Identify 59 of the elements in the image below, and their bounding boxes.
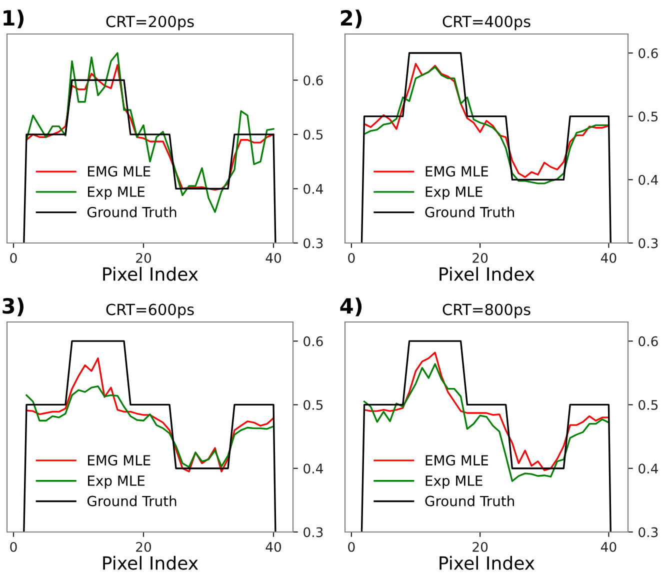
y-tick-label: 0.6 — [638, 336, 658, 346]
x-tick-label: 20 — [472, 252, 488, 263]
y-tick-label: 0.6 — [304, 75, 323, 86]
x-tick-label: 20 — [472, 542, 488, 552]
x-tick-label: 0 — [10, 252, 17, 263]
y-tick-label: 0.3 — [638, 527, 658, 538]
y-tick-label: 0.5 — [638, 112, 658, 122]
y-tick-label: 0.5 — [304, 130, 323, 140]
line-series — [23, 340, 276, 532]
legend-label: Ground Truth — [425, 206, 514, 218]
y-tick-label: 0.5 — [638, 400, 658, 410]
legend-label: EMG MLE — [88, 166, 150, 177]
y-tick-label: 0.5 — [304, 400, 323, 410]
x-tick-label: 20 — [136, 542, 152, 552]
y-tick-label: 0.3 — [304, 238, 323, 248]
x-axis-title: Pixel Index — [103, 266, 198, 281]
text: 1) — [4, 10, 24, 28]
legend-label: EMG MLE — [426, 455, 488, 466]
text: 4) — [340, 298, 362, 316]
y-tick-label: 0.3 — [638, 238, 658, 248]
legend-label: Exp MLE — [88, 476, 144, 489]
y-tick-label: 0.6 — [638, 48, 658, 58]
line-series — [363, 352, 610, 472]
legend-label: Exp MLE — [88, 186, 144, 200]
legend-label: Exp MLE — [426, 186, 482, 200]
line-series — [26, 385, 274, 468]
chart-title: CRT=600ps — [106, 304, 194, 318]
line-series — [360, 52, 612, 243]
legend-label: EMG MLE — [426, 166, 488, 177]
x-tick-label: 40 — [600, 542, 616, 552]
line-series — [26, 357, 274, 472]
y-tick-label: 0.4 — [638, 174, 658, 185]
line-series — [23, 79, 276, 243]
legend-label: EMG MLE — [88, 455, 150, 466]
y-tick-label: 0.4 — [638, 464, 658, 474]
x-tick-label: 40 — [266, 542, 282, 552]
x-axis-title: Pixel Index — [440, 556, 534, 570]
y-tick-label: 0.4 — [304, 184, 323, 194]
legend-label: Ground Truth — [87, 496, 176, 506]
line-series — [360, 340, 612, 532]
legend-label: Ground Truth — [87, 206, 176, 218]
chart-title: CRT=200ps — [106, 16, 194, 30]
x-tick-label: 20 — [136, 252, 152, 263]
y-tick-label: 0.6 — [304, 336, 323, 346]
text: 3) — [2, 298, 24, 316]
x-tick-label: 40 — [266, 252, 282, 263]
y-tick-label: 0.4 — [304, 464, 323, 474]
legend-label: Ground Truth — [425, 496, 514, 506]
x-tick-label: 0 — [348, 252, 355, 263]
legend-label: Exp MLE — [426, 476, 482, 489]
text: 2) — [340, 10, 362, 28]
chart-title: CRT=800ps — [442, 304, 530, 318]
x-axis-title: Pixel Index — [103, 556, 198, 570]
chart-title: CRT=400ps — [442, 16, 530, 30]
x-axis-title: Pixel Index — [440, 266, 534, 281]
y-tick-label: 0.3 — [304, 527, 323, 538]
x-tick-label: 40 — [600, 252, 616, 263]
x-tick-label: 0 — [348, 542, 355, 552]
x-tick-label: 0 — [10, 542, 17, 552]
